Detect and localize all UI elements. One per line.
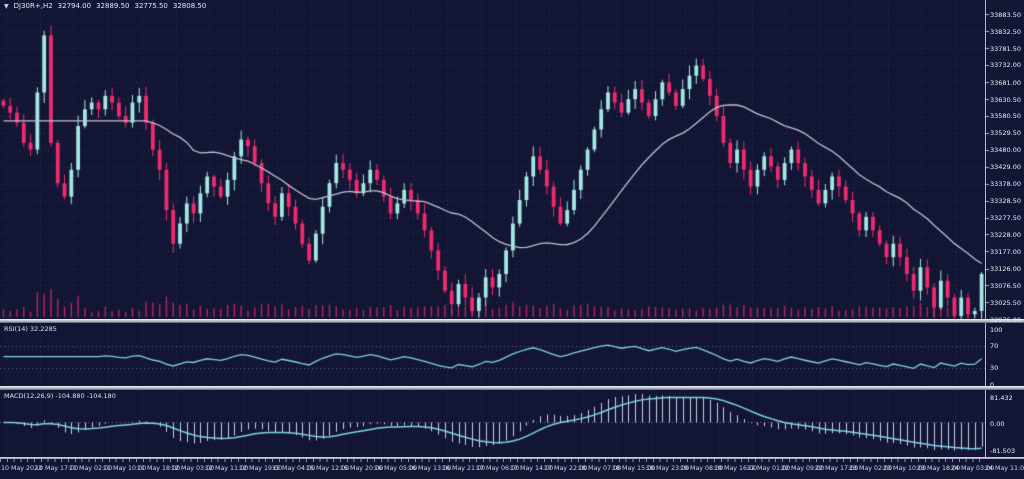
rsi-axis-label: 100: [990, 325, 1003, 334]
time-axis-label: 22 May 09:00: [781, 465, 825, 472]
time-axis-label: 19 May 08:00: [680, 465, 724, 472]
symbol-dropdown-icon[interactable]: ▼: [4, 2, 9, 10]
time-axis-label: 17 May 22:00: [544, 465, 588, 472]
rsi-indicator-label: RSI(14) 32.2285: [4, 325, 57, 333]
time-axis-label: 15 May 12:00: [306, 465, 350, 472]
time-axis-label: 18 May 15:00: [612, 465, 656, 472]
macd-axis-label: 0.00: [990, 419, 1005, 428]
price-axis-label: 33883.50: [990, 10, 1022, 19]
price-axis-label: 33378.00: [990, 180, 1022, 189]
time-axis-label: 18 May 07:00: [578, 465, 622, 472]
rsi-axis-label: 30: [990, 364, 999, 372]
time-axis-label: 17 May 06:00: [476, 465, 520, 472]
price-axis-label: 33529.50: [990, 129, 1022, 138]
price-axis-label: 33025.50: [990, 298, 1022, 307]
symbol-timeframe-label: DJ30R+,H2: [13, 2, 53, 10]
chart-header: ▼ DJ30R+,H2 32794.00 32889.50 32775.50 3…: [4, 2, 206, 10]
time-axis-scale[interactable]: 10 May 2023 10 May 17:00 11 May 02:00 11 Ma…: [0, 459, 1024, 479]
time-axis-label: 16 May 21:00: [442, 465, 486, 472]
price-axis-label: 33228.00: [990, 230, 1022, 239]
time-axis-label: 12 May 03:00: [171, 465, 215, 472]
time-axis-label: 24 May 11:00: [985, 465, 1024, 472]
plot-right-border: [985, 0, 986, 457]
time-axis-label: 22 May 01:00: [747, 465, 791, 472]
price-axis-label: 33832.50: [990, 27, 1022, 36]
time-axis-label: 12 May 11:00: [205, 465, 249, 472]
close-value: 32808.50: [172, 2, 207, 10]
price-axis-label: 33076.50: [990, 281, 1022, 290]
high-value: 32889.50: [96, 2, 130, 10]
panel-splitter-rsi[interactable]: [0, 319, 1024, 323]
rsi-axis-label: 0: [990, 380, 995, 389]
time-axis-label: 11 May 10:00: [103, 465, 147, 472]
rsi-axis-label: 70: [990, 342, 999, 350]
price-axis-label: 33580.50: [990, 112, 1022, 121]
price-axis-scale[interactable]: 33883.50 33832.50 33781.50 33732.00 33681.00…: [986, 0, 1024, 457]
time-axis-label: 23 May 02:00: [849, 465, 893, 472]
low-value: 32775.50: [134, 2, 168, 10]
time-axis-label: 16 May 13:00: [408, 465, 452, 472]
price-axis-label: 33681.00: [990, 78, 1022, 87]
price-axis-label: 32976.00: [990, 315, 1022, 324]
time-axis-label: 22 May 17:00: [815, 465, 859, 472]
macd-axis-label: 81.432: [990, 394, 1013, 402]
price-axis-label: 33630.50: [990, 95, 1022, 104]
time-axis-label: 10 May 17:00: [35, 465, 79, 472]
open-value: 32794.00: [57, 2, 92, 10]
time-axis-label: 23 May 10:00: [883, 465, 927, 472]
price-axis-label: 33328.50: [990, 197, 1022, 206]
price-axis-label: 33480.00: [990, 146, 1022, 155]
macd-axis-label: -81.503: [990, 447, 1016, 455]
price-chart-canvas[interactable]: [0, 0, 1024, 319]
time-axis-label: 15 May 20:00: [340, 465, 384, 472]
macd-axis-scale[interactable]: 81.432 0.00 -81.503: [986, 390, 1024, 457]
price-axis-label: 33126.00: [990, 265, 1022, 274]
time-axis-label: 19 May 16:00: [714, 465, 758, 472]
macd-panel-canvas[interactable]: [0, 390, 1024, 457]
rsi-axis-scale[interactable]: 100 70 30 0: [986, 323, 1024, 389]
time-axis-label: 10 May 2023: [1, 465, 43, 472]
price-axis-label: 33781.50: [990, 44, 1022, 53]
time-axis-label: 11 May 02:00: [69, 465, 113, 472]
time-axis-label: 17 May 14:00: [510, 465, 554, 472]
time-axis-label: 12 May 19:00: [239, 465, 283, 472]
time-axis-label: 16 May 05:00: [374, 465, 418, 472]
panel-splitter-macd[interactable]: [0, 386, 1024, 390]
macd-indicator-label: MACD(12,26,9) -104.880 -104.180: [4, 392, 116, 400]
price-axis-label: 33277.50: [990, 214, 1022, 223]
price-axis-label: 33177.00: [990, 247, 1022, 256]
time-axis-ticks: [0, 459, 985, 462]
time-axis-label: 18 May 23:00: [646, 465, 690, 472]
time-axis-label: 23 May 18:00: [917, 465, 961, 472]
price-axis-label: 33429.00: [990, 163, 1022, 172]
price-axis-label: 33732.00: [990, 61, 1022, 70]
time-axis-label: 24 May 03:00: [951, 465, 995, 472]
time-axis-divider: [0, 457, 1024, 459]
rsi-panel-canvas[interactable]: [0, 323, 1024, 386]
time-axis-label: 15 May 04:00: [272, 465, 316, 472]
time-axis-label: 11 May 18:00: [137, 465, 181, 472]
